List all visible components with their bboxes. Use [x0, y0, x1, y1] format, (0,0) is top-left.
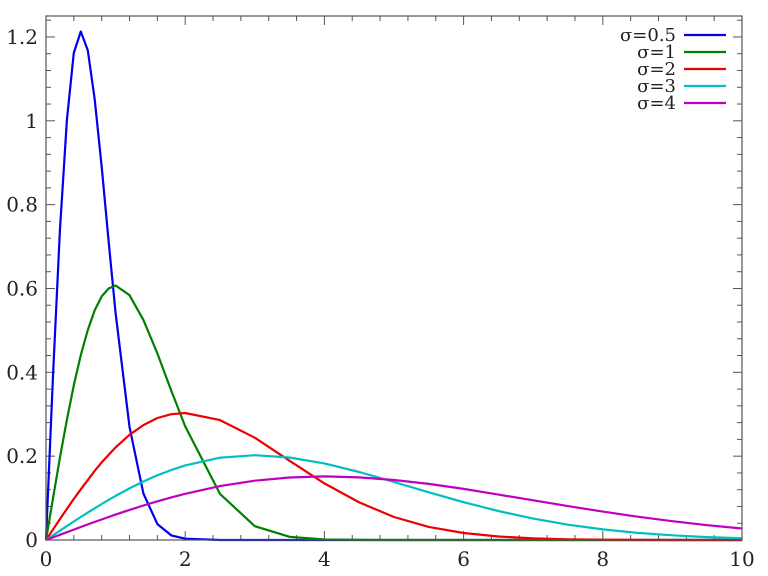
axis-ticks [45, 16, 743, 541]
x-tick-label: 8 [596, 547, 609, 571]
legend-label: σ=4 [637, 93, 676, 114]
series-line-4 [45, 475, 743, 542]
x-tick-label: 6 [457, 547, 470, 571]
y-tick-label: 0.8 [6, 193, 38, 217]
legend-label: σ=3 [637, 76, 676, 97]
y-tick-label: 1 [25, 109, 38, 133]
series-line-3 [45, 454, 743, 541]
legend-label: σ=2 [637, 59, 676, 80]
series-line-1 [44, 284, 742, 542]
x-tick-labels: 0 2 4 6 8 10 [40, 547, 755, 571]
series-line-2 [45, 411, 742, 542]
y-tick-label: 0 [25, 528, 38, 552]
y-tick-labels: 0 0.2 0.4 0.6 0.8 1 1.2 [6, 25, 38, 552]
x-tick-label: 10 [729, 547, 754, 571]
legend: σ=0.5σ=1σ=2σ=3σ=4 [620, 25, 726, 114]
series-lines [44, 30, 743, 542]
x-tick-label: 2 [179, 547, 192, 571]
y-tick-label: 0.6 [6, 276, 38, 300]
plot-frame [45, 15, 743, 541]
x-tick-label: 0 [40, 547, 53, 571]
legend-label: σ=0.5 [620, 25, 676, 46]
x-tick-label: 4 [318, 547, 331, 571]
y-tick-label: 0.2 [6, 444, 38, 468]
y-tick-label: 0.4 [6, 360, 38, 384]
y-tick-label: 1.2 [6, 25, 38, 49]
legend-label: σ=1 [637, 42, 676, 63]
